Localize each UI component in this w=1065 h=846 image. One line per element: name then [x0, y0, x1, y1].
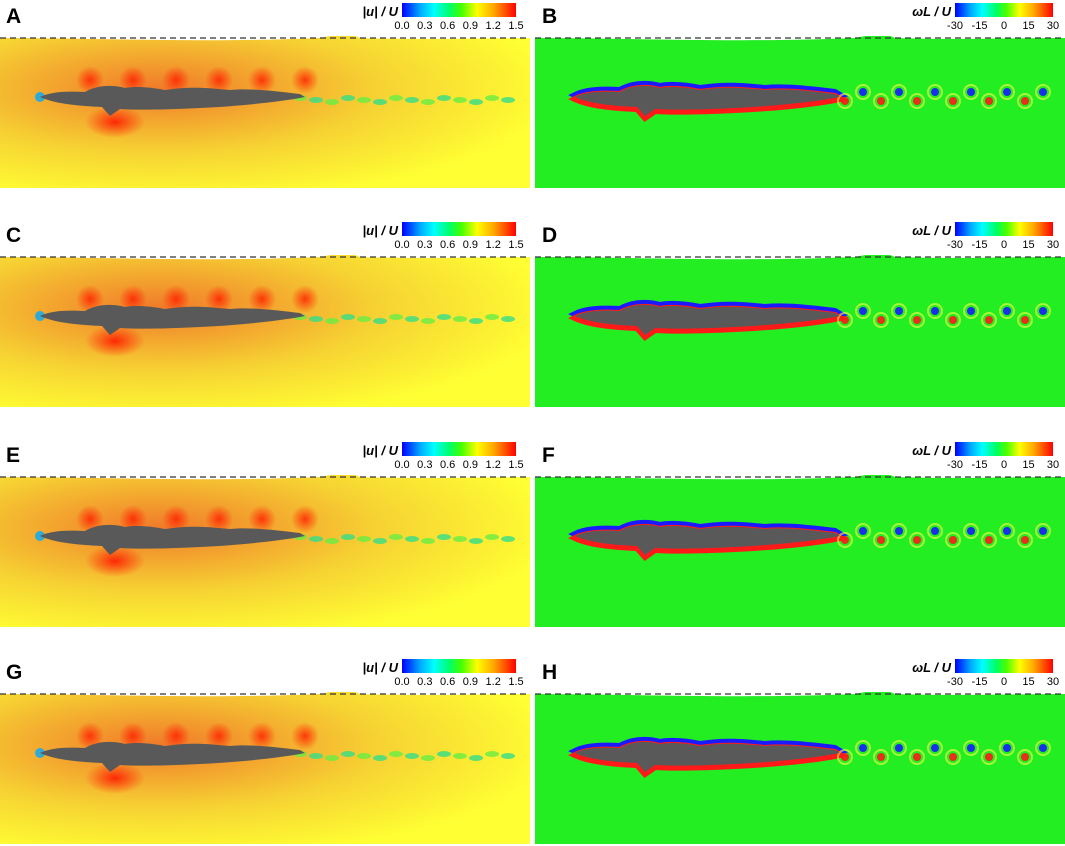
colorbar-tick-label: 0.6 — [439, 20, 456, 32]
colorbar-tick-label: 0.6 — [439, 676, 456, 688]
colorbar-tick-label: 0.6 — [439, 459, 456, 471]
colorbar-tick-label: -15 — [971, 20, 988, 32]
colorbar-ticks: 0.0 0.3 0.6 0.9 1.2 1.5 — [394, 239, 523, 253]
colorbar-tick-label: 1.2 — [485, 459, 501, 471]
colorbar-tick-label: 0.0 — [394, 459, 410, 471]
colorbar — [402, 659, 516, 673]
colorbar-tick-label: 30 — [1046, 459, 1060, 471]
colorbar-ticks: -30 -15 0 15 30 — [947, 239, 1059, 253]
colorbar-title: |u| / U — [362, 660, 398, 675]
colorbar-tick-label: 0 — [1000, 676, 1008, 688]
colorbar-tick-label: 0.3 — [417, 459, 433, 471]
colorbar-ticks: 0.0 0.3 0.6 0.9 1.2 1.5 — [394, 20, 523, 34]
colorbar-tick-label: -15 — [971, 459, 988, 471]
panel-label: C — [6, 224, 22, 247]
colorbar-ticks: -30 -15 0 15 30 — [947, 676, 1059, 690]
colorbar-title: |u| / U — [362, 443, 398, 458]
colorbar-tick-label: 0.3 — [417, 239, 433, 251]
colorbar-tick-label: -30 — [947, 676, 963, 688]
colorbar — [955, 3, 1053, 17]
colorbar-tick-label: 30 — [1046, 20, 1060, 32]
panel-label: G — [6, 661, 23, 684]
vorticity-field — [535, 692, 1065, 844]
colorbar-tick-label: 0.9 — [462, 239, 479, 251]
colorbar-tick-label: 1.5 — [508, 20, 524, 32]
panel-g: G |u| / U 0.0 0.3 0.6 0.9 1.2 1.5 — [0, 656, 530, 846]
colorbar — [955, 659, 1053, 673]
colorbar-title: |u| / U — [362, 223, 398, 238]
colorbar-tick-label: 15 — [1022, 676, 1035, 688]
colorbar-tick-label: 30 — [1046, 676, 1060, 688]
colorbar — [402, 222, 516, 236]
panel-label: D — [542, 224, 558, 247]
panel-c: C |u| / U 0.0 0.3 0.6 0.9 1.2 1.5 — [0, 219, 530, 409]
colorbar-ticks: 0.0 0.3 0.6 0.9 1.2 1.5 — [394, 459, 523, 473]
colorbar-title: ωL / U — [912, 660, 951, 675]
vorticity-field — [535, 255, 1065, 407]
colorbar-tick-label: 0.0 — [394, 239, 410, 251]
panel-label: A — [6, 5, 22, 28]
panel-label: E — [6, 444, 21, 467]
colorbar-tick-label: 0.6 — [439, 239, 456, 251]
colorbar-title: ωL / U — [912, 223, 951, 238]
colorbar-tick-label: 15 — [1022, 459, 1035, 471]
panel-label: H — [542, 661, 558, 684]
colorbar-tick-label: 15 — [1022, 20, 1035, 32]
velocity-field — [0, 255, 530, 407]
velocity-field — [0, 475, 530, 627]
colorbar-title: |u| / U — [362, 4, 398, 19]
colorbar-tick-label: 30 — [1046, 239, 1060, 251]
colorbar-tick-label: -30 — [947, 459, 963, 471]
colorbar — [955, 442, 1053, 456]
colorbar-tick-label: 0.3 — [417, 20, 433, 32]
colorbar — [402, 442, 516, 456]
colorbar — [955, 222, 1053, 236]
velocity-field — [0, 36, 530, 188]
colorbar-title: ωL / U — [912, 443, 951, 458]
colorbar-tick-label: 0.0 — [394, 20, 410, 32]
colorbar-tick-label: 1.2 — [485, 20, 501, 32]
colorbar — [402, 3, 516, 17]
colorbar-ticks: 0.0 0.3 0.6 0.9 1.2 1.5 — [394, 676, 523, 690]
colorbar-tick-label: 0 — [1000, 20, 1008, 32]
velocity-field — [0, 692, 530, 844]
colorbar-tick-label: -15 — [971, 676, 988, 688]
colorbar-tick-label: 1.2 — [485, 239, 501, 251]
colorbar-tick-label: 1.5 — [508, 239, 524, 251]
colorbar-tick-label: 0 — [1000, 459, 1008, 471]
colorbar-tick-label: 0.9 — [462, 459, 479, 471]
colorbar-tick-label: -30 — [947, 239, 963, 251]
colorbar-tick-label: 0.3 — [417, 676, 433, 688]
colorbar-tick-label: -15 — [971, 239, 988, 251]
colorbar-tick-label: 15 — [1022, 239, 1035, 251]
colorbar-tick-label: 1.5 — [508, 459, 524, 471]
vorticity-field — [535, 36, 1065, 188]
colorbar-tick-label: 1.5 — [508, 676, 524, 688]
panel-a: A |u| / U 0.0 0.3 0.6 0.9 1.2 1.5 — [0, 0, 530, 190]
colorbar-tick-label: -30 — [947, 20, 963, 32]
colorbar-tick-label: 0.0 — [394, 676, 410, 688]
colorbar-title: ωL / U — [912, 4, 951, 19]
panel-e: E |u| / U 0.0 0.3 0.6 0.9 1.2 1.5 — [0, 439, 530, 629]
colorbar-ticks: -30 -15 0 15 30 — [947, 459, 1059, 473]
colorbar-tick-label: 0.9 — [462, 676, 479, 688]
vorticity-field — [535, 475, 1065, 627]
colorbar-tick-label: 0.9 — [462, 20, 479, 32]
colorbar-ticks: -30 -15 0 15 30 — [947, 20, 1059, 34]
panel-label: B — [542, 5, 558, 28]
colorbar-tick-label: 0 — [1000, 239, 1008, 251]
panel-label: F — [542, 444, 555, 467]
colorbar-tick-label: 1.2 — [485, 676, 501, 688]
